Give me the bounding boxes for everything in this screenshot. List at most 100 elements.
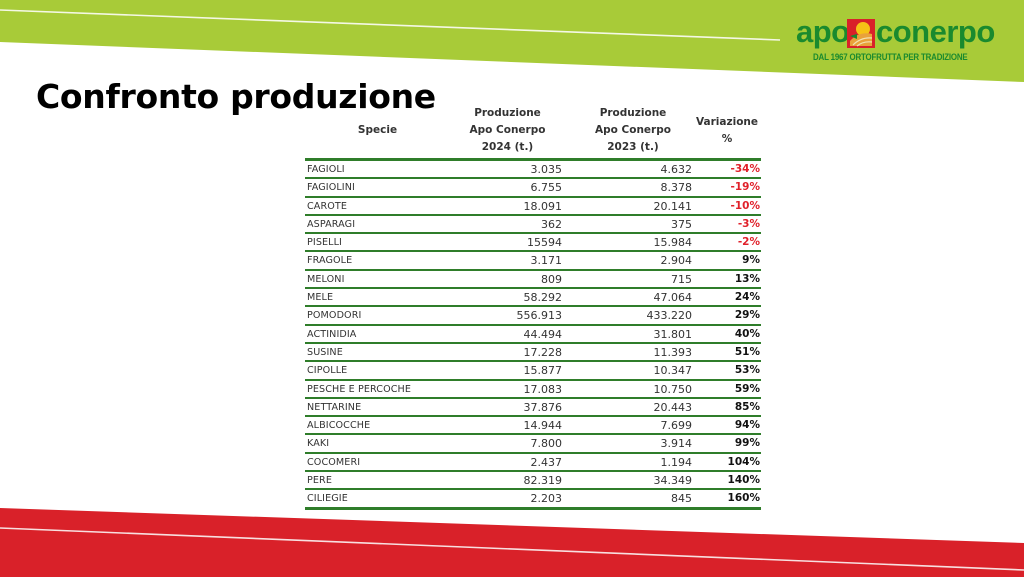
production-2023-cell: 10.347 [653,364,693,378]
production-2024-cell: 15.877 [523,364,563,378]
header-line: % [721,133,733,145]
species-cell: MELONI [307,273,345,285]
table-row: MELONI 809 715 13% [305,268,761,287]
variation-cell: 104% [727,455,760,468]
species-cell: FRAGOLE [307,255,353,267]
header-line: Apo Conerpo [595,124,671,136]
species-cell: PISELLI [307,237,342,249]
table-row: PERE 82.319 34.349 140% [305,470,761,488]
production-2023-cell: 10.750 [653,382,693,396]
header-production-2023: Produzione Apo Conerpo 2023 (t.) [573,105,693,156]
header-production-2024: Produzione Apo Conerpo 2024 (t.) [450,105,565,156]
table-row: ACTINIDIA 44.494 31.801 40% [305,323,761,342]
species-cell: KAKI [307,438,330,450]
production-2024-cell: 17.083 [523,382,563,396]
header-line: Produzione [599,107,667,119]
production-2024-cell: 17.228 [523,345,563,359]
species-cell: NETTARINE [307,401,362,413]
variation-cell: 85% [734,400,760,413]
table-row: CAROTE 18.091 20.141 -10% [305,195,761,214]
production-2023-cell: 4.632 [660,163,693,176]
production-2024-cell: 362 [541,217,562,231]
header-line: 2023 (t.) [607,141,659,153]
table-row: ALBICOCCHE 14.944 7.699 94% [305,415,761,433]
logo-word-apo: apo [796,14,850,49]
production-2024-cell: 2.203 [530,492,563,506]
variation-cell: 53% [734,364,760,377]
production-2023-cell: 47.064 [653,291,693,305]
species-cell: PESCHE E PERCOCHE [307,383,412,395]
species-cell: FAGIOLINI [307,182,355,194]
variation-cell: -34% [730,163,761,175]
page-title: Confronto produzione [36,77,436,116]
production-2023-cell: 7.699 [660,419,693,433]
production-2024-cell: 18.091 [523,199,563,213]
species-cell: CAROTE [307,200,348,212]
production-comparison-table: Specie Produzione Apo Conerpo 2024 (t.) … [305,104,761,510]
variation-cell: 140% [727,474,760,487]
table-row: CILIEGIE 2.203 845 160% [305,488,761,510]
species-cell: MELE [307,292,334,304]
header-line: Apo Conerpo [469,124,546,136]
table-row: CIPOLLE 15.877 10.347 53% [305,360,761,378]
variation-cell: 51% [734,345,760,358]
top-green-band [0,0,1024,82]
production-2023-cell: 20.141 [653,199,693,213]
production-2024-cell: 3.171 [530,254,563,268]
production-2023-cell: 3.914 [660,437,693,451]
species-cell: POMODORI [307,310,362,322]
production-2024-cell: 556.913 [516,309,563,323]
production-2023-cell: 1.194 [660,455,693,469]
production-2024-cell: 82.319 [523,474,563,488]
variation-cell: 94% [734,419,760,432]
logo-word-conerpo: conerpo [876,14,995,49]
production-2024-cell: 6.755 [530,181,563,195]
production-2024-cell: 37.876 [523,400,563,414]
species-cell: CILIEGIE [307,493,348,505]
production-2023-cell: 715 [671,272,692,286]
table-row: PESCHE E PERCOCHE 17.083 10.750 59% [305,378,761,397]
company-logo: apo conerpo DAL 1967 ORTOFRUTTA PER TRAD… [796,14,996,68]
variation-cell: 13% [734,272,760,285]
table-row: ASPARAGI 362 375 -3% [305,213,761,232]
table-row: FRAGOLE 3.171 2.904 9% [305,250,761,268]
production-2024-cell: 2.437 [530,455,563,469]
header-line: Produzione [474,107,541,119]
species-cell: COCOMERI [307,456,361,468]
species-cell: PERE [307,475,332,487]
header-line: Variazione [695,116,759,128]
table-row: POMODORI 556.913 433.220 29% [305,305,761,323]
table-row: COCOMERI 2.437 1.194 104% [305,451,761,470]
production-2024-cell: 809 [541,272,562,286]
production-2024-cell: 58.292 [523,291,563,305]
table-row: SUSINE 17.228 11.393 51% [305,341,761,360]
variation-cell: 40% [734,327,760,340]
production-2024-cell: 3.035 [530,163,563,176]
production-2024-cell: 14.944 [523,419,563,433]
variation-cell: 29% [734,309,760,322]
production-2023-cell: 20.443 [653,400,693,414]
table-row: KAKI 7.800 3.914 99% [305,433,761,451]
table-header: Specie Produzione Apo Conerpo 2024 (t.) … [305,104,761,158]
species-cell: ASPARAGI [307,218,356,230]
table-row: FAGIOLINI 6.755 8.378 -19% [305,177,761,195]
variation-cell: 160% [727,492,760,505]
variation-cell: -3% [737,217,760,230]
table-row: PISELLI 15594 15.984 -2% [305,232,761,250]
production-2024-cell: 44.494 [523,327,563,341]
header-species: Specie [357,124,398,136]
variation-cell: -10% [730,199,761,212]
production-2024-cell: 15594 [527,236,562,250]
header-variation: Variazione % [693,114,761,148]
table-body: FAGIOLI 3.035 4.632 -34% FAGIOLINI 6.755 8.378… [305,158,761,510]
production-2023-cell: 8.378 [660,181,693,195]
header-line: 2024 (t.) [481,141,534,153]
species-cell: ACTINIDIA [307,328,357,340]
variation-cell: 24% [734,291,760,304]
variation-cell: 59% [734,382,760,395]
production-2023-cell: 2.904 [660,254,693,268]
production-2024-cell: 7.800 [530,437,563,451]
variation-cell: 9% [742,254,760,267]
production-2023-cell: 375 [671,217,692,231]
variation-cell: -2% [737,236,760,249]
